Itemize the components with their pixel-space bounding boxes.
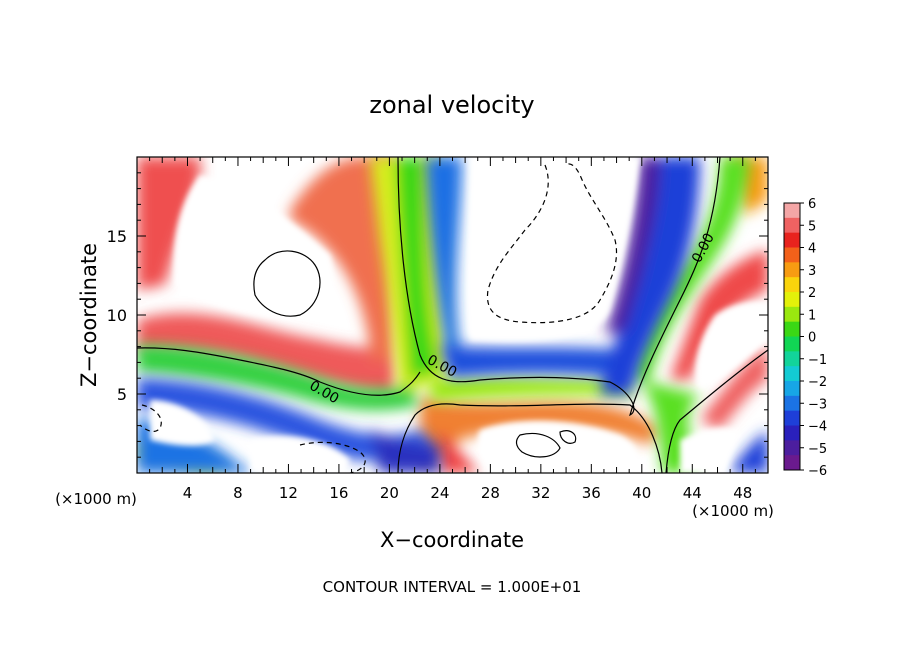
contour-dashed-lower bbox=[299, 441, 366, 473]
colorbar-swatch bbox=[784, 232, 800, 248]
x-tick-label: 4 bbox=[183, 484, 193, 502]
colorbar-tick-label: 5 bbox=[808, 219, 816, 234]
colorbar-swatch bbox=[784, 381, 800, 397]
contour-dashed-upper bbox=[486, 163, 618, 324]
x-tick-label: 12 bbox=[279, 484, 298, 502]
colorbar-swatch bbox=[784, 366, 800, 382]
colorbar-swatch bbox=[784, 217, 800, 234]
contour-loop-upper-left bbox=[253, 250, 321, 317]
contour-lines bbox=[137, 157, 768, 473]
colorbar-swatch bbox=[784, 440, 800, 456]
colorbar-tick-label: −4 bbox=[808, 420, 827, 435]
x-axis-label: X−coordinate bbox=[380, 528, 524, 552]
y-axis-label: Z−coordinate bbox=[77, 243, 101, 387]
y-tick-label: 5 bbox=[117, 385, 127, 404]
colorbar-swatch bbox=[784, 351, 800, 367]
x-tick-label: 8 bbox=[233, 484, 243, 502]
colorbar-swatch bbox=[784, 425, 800, 441]
colorbar-swatch bbox=[784, 247, 800, 263]
chart-title: zonal velocity bbox=[369, 91, 534, 119]
heatmap-field: 0.00 0.00 0.00 bbox=[137, 157, 768, 473]
colorbar-swatch bbox=[784, 306, 800, 323]
colorbar-tick-label: −1 bbox=[808, 353, 827, 368]
positive-bands bbox=[137, 157, 768, 473]
x-tick-label: 32 bbox=[531, 484, 550, 502]
colorbar-swatch bbox=[784, 262, 800, 278]
zero-contour-lower bbox=[397, 403, 663, 473]
x-unit-left: (×1000 m) bbox=[55, 490, 137, 508]
contour-interval-text: CONTOUR INTERVAL = 1.000E+01 bbox=[323, 578, 582, 596]
colorbar-tick-label: 2 bbox=[808, 286, 816, 301]
x-unit-right: (×1000 m) bbox=[692, 502, 774, 520]
x-tick-label: 28 bbox=[481, 484, 500, 502]
y-tick-label: 10 bbox=[107, 306, 127, 325]
y-axis: 5 10 15 bbox=[107, 172, 768, 458]
x-tick-label: 48 bbox=[733, 484, 752, 502]
contour-dashed-left bbox=[139, 404, 162, 433]
x-tick-label: 20 bbox=[380, 484, 399, 502]
contour-loop-lower-middle bbox=[515, 432, 561, 458]
colorbar-tick-label: 4 bbox=[808, 242, 816, 257]
colorbar: 6 5 4 3 2 1 0 −1 −2 −3 −4 −5 −6 bbox=[783, 197, 827, 479]
x-tick-label: 44 bbox=[683, 484, 702, 502]
colorbar-tick-label: 1 bbox=[808, 308, 816, 323]
colorbar-tick-label: 3 bbox=[808, 264, 816, 279]
x-tick-label: 24 bbox=[430, 484, 449, 502]
neutral-bands bbox=[137, 157, 750, 473]
colorbar-swatch bbox=[784, 395, 800, 412]
x-tick-label: 36 bbox=[582, 484, 601, 502]
y-tick-label: 15 bbox=[107, 227, 127, 246]
colorbar-tick-label: −2 bbox=[808, 375, 827, 390]
x-axis: 4 8 12 16 20 24 28 32 36 40 44 48 bbox=[149, 157, 756, 502]
colorbar-tick-label: −5 bbox=[808, 442, 827, 457]
colorbar-swatch bbox=[784, 410, 800, 426]
colorbar-swatch bbox=[784, 277, 800, 293]
colorbar-swatch bbox=[784, 336, 800, 352]
zero-contour-main bbox=[397, 157, 721, 417]
colorbar-tick-label: −6 bbox=[808, 464, 827, 479]
white-regions bbox=[150, 157, 768, 473]
colorbar-swatch bbox=[784, 203, 800, 219]
colorbar-swatch bbox=[784, 292, 800, 308]
colorbar-tick-label: 6 bbox=[808, 197, 816, 212]
zero-contour-right bbox=[665, 349, 768, 473]
colorbar-swatch bbox=[784, 455, 800, 471]
contour-loop-lower-middle2 bbox=[559, 430, 577, 444]
x-tick-label: 16 bbox=[329, 484, 348, 502]
x-tick-label: 40 bbox=[632, 484, 651, 502]
colorbar-tick-label: 0 bbox=[808, 331, 816, 346]
zero-contour-left bbox=[137, 347, 421, 396]
colorbar-swatch bbox=[784, 321, 800, 337]
colorbar-tick-label: −3 bbox=[808, 397, 827, 412]
